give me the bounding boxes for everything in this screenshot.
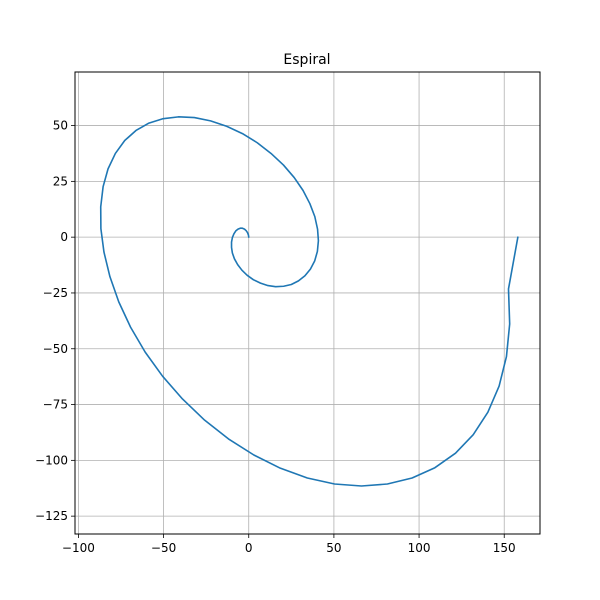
series-layer xyxy=(99,116,519,487)
x-tick-label: 100 xyxy=(408,541,431,555)
y-tick-label: 25 xyxy=(53,174,68,188)
axes: −100 −50 0 50 100 150 −125 −100 −75 −50 −25 0 25 50 xyxy=(35,119,516,555)
chart-title: Espiral xyxy=(283,52,330,68)
plot-frame xyxy=(74,71,541,535)
series-line xyxy=(99,116,519,487)
grid xyxy=(75,72,540,534)
x-tick-label: −100 xyxy=(62,541,95,555)
y-tick-label: 50 xyxy=(53,119,68,133)
y-tick-label: 0 xyxy=(60,230,68,244)
x-tick-label: 50 xyxy=(326,541,341,555)
y-tick-label: −125 xyxy=(35,509,68,523)
y-tick-label: −75 xyxy=(43,398,68,412)
y-tick-label: −100 xyxy=(35,453,68,467)
x-tick-label: 150 xyxy=(493,541,516,555)
x-tick-label: 0 xyxy=(245,541,253,555)
y-tick-label: −25 xyxy=(43,286,68,300)
x-tick-label: −50 xyxy=(151,541,176,555)
y-tick-label: −50 xyxy=(43,342,68,356)
